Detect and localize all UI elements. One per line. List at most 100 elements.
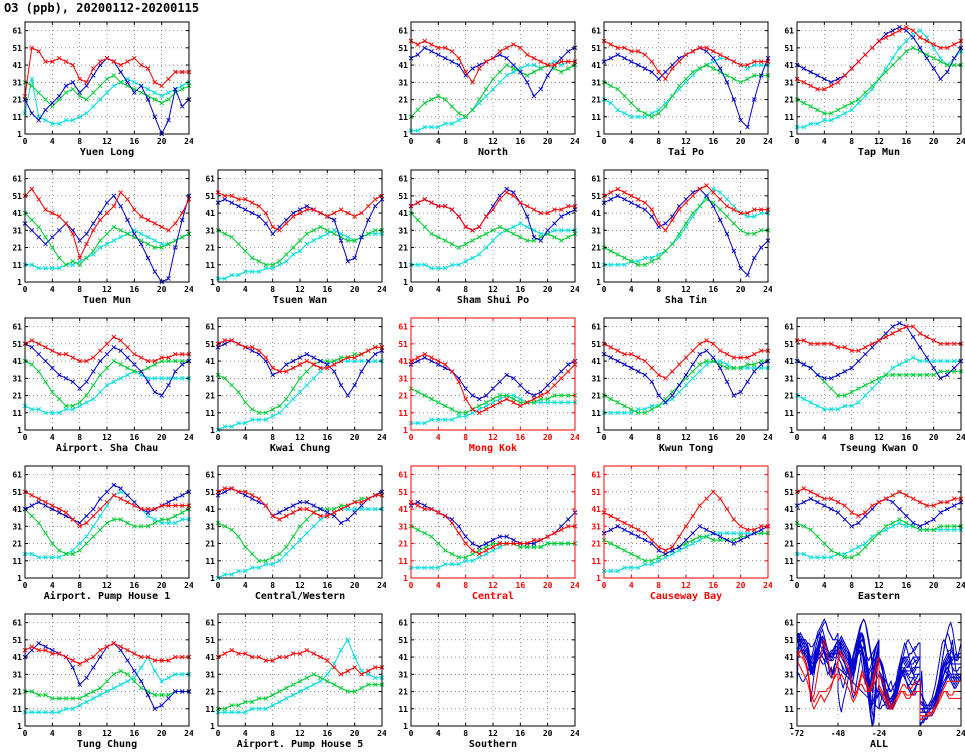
x-tick-label: 24 — [184, 285, 193, 294]
x-tick-label: 16 — [323, 581, 333, 590]
y-tick-label: 11 — [12, 705, 22, 714]
y-tick-label: 31 — [205, 522, 215, 531]
chart-label: Kwai Chung — [269, 443, 331, 454]
chart-label: Central — [471, 591, 515, 602]
y-tick-label: 31 — [398, 226, 408, 235]
y-tick-label: 51 — [784, 44, 794, 53]
y-tick-label: 1 — [210, 574, 215, 583]
y-tick-label: 21 — [398, 540, 408, 549]
chart-all: 1 11 21 31 41 51 61 -72 -48 -24 0 24 ALL — [772, 608, 965, 756]
x-tick-label: 20 — [929, 433, 939, 442]
y-tick-label: 51 — [205, 340, 215, 349]
y-tick-label: 11 — [784, 557, 794, 566]
x-tick-label: 24 — [570, 285, 579, 294]
x-tick-label: 8 — [656, 433, 661, 442]
y-tick-label: 11 — [205, 261, 215, 270]
y-tick-label: 31 — [12, 226, 22, 235]
y-tick-label: 21 — [784, 96, 794, 105]
x-tick-label: 4 — [822, 137, 827, 146]
x-tick-label: 20 — [350, 729, 360, 738]
y-tick-label: 61 — [398, 175, 408, 184]
x-tick-label: 16 — [516, 137, 526, 146]
y-tick-label: 1 — [210, 278, 215, 287]
y-tick-label: 31 — [12, 374, 22, 383]
x-tick-label: 16 — [130, 433, 140, 442]
x-tick-label: 16 — [130, 285, 140, 294]
y-tick-label: 21 — [205, 392, 215, 401]
x-tick-label: 8 — [849, 433, 854, 442]
chart-central: 1 11 21 31 41 51 61 0 4 8 12 16 20 24 Central — [386, 460, 579, 608]
y-tick-label: 41 — [398, 357, 408, 366]
y-tick-label: 61 — [398, 27, 408, 36]
y-tick-label: 51 — [591, 340, 601, 349]
y-tick-label: 31 — [591, 522, 601, 531]
x-tick-label: 0 — [23, 137, 28, 146]
y-tick-label: 61 — [205, 175, 215, 184]
x-tick-label: 20 — [736, 137, 746, 146]
x-tick-label: 4 — [50, 285, 55, 294]
chart-label: ALL — [869, 739, 889, 750]
x-tick-label: 20 — [350, 285, 360, 294]
y-tick-label: 41 — [205, 357, 215, 366]
chart-label: Eastern — [857, 591, 901, 602]
y-tick-label: 61 — [12, 619, 22, 628]
x-tick-label: 16 — [709, 433, 719, 442]
x-tick-label: 8 — [270, 285, 275, 294]
y-tick-label: 31 — [591, 78, 601, 87]
y-tick-label: 41 — [205, 653, 215, 662]
y-tick-label: 51 — [12, 192, 22, 201]
y-tick-label: 1 — [596, 426, 601, 435]
x-tick-label: 0 — [795, 581, 800, 590]
x-tick-label: 24 — [570, 729, 579, 738]
x-tick-label: 4 — [243, 581, 248, 590]
x-tick-label: 20 — [350, 433, 360, 442]
y-tick-label: 41 — [205, 505, 215, 514]
x-tick-label: 24 — [763, 285, 772, 294]
y-tick-label: 11 — [398, 705, 408, 714]
y-tick-label: 1 — [403, 574, 408, 583]
x-tick-label: 8 — [463, 285, 468, 294]
y-tick-label: 1 — [403, 130, 408, 139]
x-tick-label: 16 — [902, 581, 912, 590]
y-tick-label: 21 — [12, 96, 22, 105]
x-tick-label: 0 — [216, 433, 221, 442]
x-tick-label: 4 — [50, 137, 55, 146]
chart-label: Airport. Pump House 1 — [43, 591, 171, 602]
y-tick-label: 31 — [205, 374, 215, 383]
y-tick-label: 61 — [591, 175, 601, 184]
x-tick-label: 12 — [295, 729, 305, 738]
x-tick-label: 16 — [709, 137, 719, 146]
x-tick-label: 20 — [543, 285, 553, 294]
x-tick-label: 4 — [629, 581, 634, 590]
x-tick-label: 8 — [77, 729, 82, 738]
y-tick-label: 11 — [591, 409, 601, 418]
x-tick-label: 4 — [436, 433, 441, 442]
x-tick-label: 16 — [130, 581, 140, 590]
y-tick-label: 41 — [591, 209, 601, 218]
chart-yuen-long: 1 11 21 31 41 51 61 0 4 8 12 16 20 24 Yuen Long — [0, 16, 193, 164]
x-tick-label: 4 — [822, 433, 827, 442]
x-tick-label: -24 — [872, 729, 887, 738]
y-tick-label: 31 — [784, 78, 794, 87]
x-tick-label: 0 — [602, 285, 607, 294]
y-tick-label: 41 — [12, 209, 22, 218]
x-tick-label: 0 — [23, 285, 28, 294]
x-tick-label: 16 — [516, 581, 526, 590]
chart-label: Southern — [468, 739, 518, 750]
y-tick-label: 21 — [12, 244, 22, 253]
x-tick-label: 12 — [488, 137, 498, 146]
y-tick-label: 21 — [591, 96, 601, 105]
y-tick-label: 61 — [591, 323, 601, 332]
y-tick-label: 21 — [398, 244, 408, 253]
chart-central-western: 1 11 21 31 41 51 61 0 4 8 12 16 20 24 Central/Western — [193, 460, 386, 608]
y-tick-label: 11 — [205, 409, 215, 418]
x-tick-label: 24 — [763, 581, 772, 590]
x-tick-label: 24 — [570, 137, 579, 146]
x-tick-label: 8 — [656, 581, 661, 590]
y-tick-label: 61 — [12, 27, 22, 36]
y-tick-label: 21 — [784, 540, 794, 549]
y-tick-label: 51 — [12, 636, 22, 645]
chart-mong-kok: 1 11 21 31 41 51 61 0 4 8 12 16 20 24 Mong Kok — [386, 312, 579, 460]
